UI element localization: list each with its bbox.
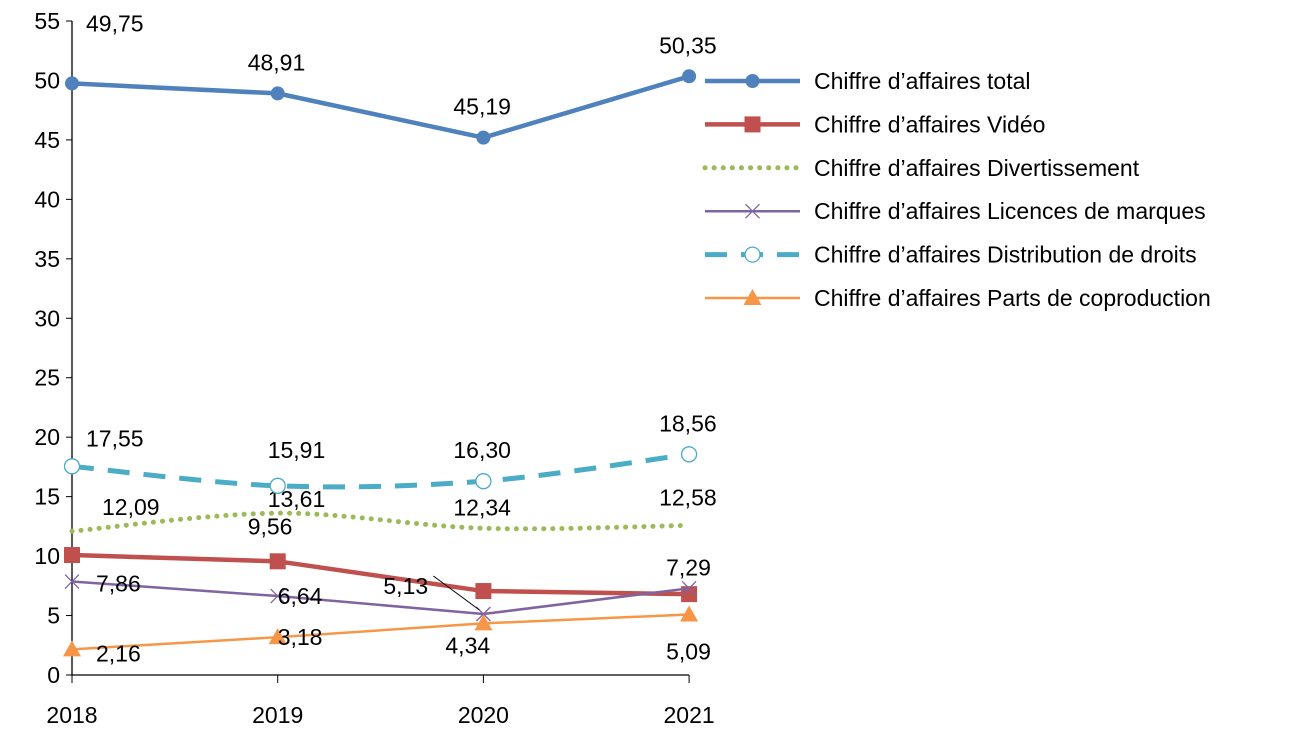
data-label: 49,75 [86,10,144,36]
data-label: 7,29 [666,554,711,580]
data-label: 45,19 [453,94,511,120]
y-tick-label: 0 [47,662,60,688]
data-label: 15,91 [268,437,326,463]
legend-label: Chiffre d’affaires Parts de coproduction [814,285,1211,311]
data-label: 4,34 [445,632,490,658]
x-tick-label: 2019 [252,702,303,728]
series-line [71,74,690,140]
y-tick-label: 40 [34,186,60,212]
data-point [475,473,492,490]
data-point [270,86,285,101]
y-tick-label: 15 [34,484,60,510]
data-label: 5,13 [383,573,428,599]
data-point [63,640,81,657]
data-label: 17,55 [86,425,144,451]
data-label: 12,34 [453,494,511,520]
legend-label: Chiffre d’affaires total [814,68,1031,94]
data-point [681,586,698,603]
y-tick-label: 35 [34,246,60,272]
data-label: 12,58 [659,484,717,510]
data-point [268,628,287,645]
data-point [475,583,492,600]
series-line [71,580,690,616]
series-line [69,510,692,534]
series-line [71,613,690,651]
y-tick-label: 55 [34,8,60,34]
data-label: 50,35 [659,32,717,58]
data-label: 18,56 [659,410,717,436]
data-point [269,553,286,570]
data-point [64,547,80,564]
leader-line [433,575,480,611]
data-label: 5,09 [666,638,711,664]
data-point [474,614,493,631]
y-tick-label: 20 [34,424,60,450]
data-label: 9,56 [248,513,293,539]
y-tick-label: 25 [34,365,60,391]
series-line [71,552,690,597]
data-label: 2,16 [96,640,141,666]
data-point [269,477,286,494]
data-point [476,130,491,145]
data-point [680,446,698,463]
legend-marker [743,289,762,305]
data-label: 48,91 [248,49,306,75]
legend-marker [745,203,760,219]
y-tick-label: 45 [34,127,60,153]
data-label: 16,30 [453,437,511,463]
y-tick-label: 10 [34,543,60,569]
legend-marker [745,74,760,88]
data-point [64,574,80,589]
legend-label: Chiffre d’affaires Licences de marques [814,198,1206,224]
y-tick-label: 50 [34,67,60,93]
data-point [681,580,697,596]
data-point [65,76,79,91]
legend-label: Chiffre d’affaires Distribution de droit… [814,242,1197,268]
x-tick-label: 2020 [458,702,509,728]
x-tick-label: 2021 [664,702,715,728]
data-label: 12,09 [102,494,160,520]
data-point [270,588,286,604]
data-label: 3,18 [278,624,323,650]
legend-label: Chiffre d’affaires Vidéo [814,111,1045,137]
data-point [63,458,81,475]
series-line [71,451,690,490]
y-tick-label: 5 [47,603,60,629]
legend-marker [744,246,761,263]
y-tick-label: 30 [34,305,60,331]
legend-label: Chiffre d’affaires Divertissement [814,155,1140,181]
data-point [682,69,697,84]
x-tick-label: 2018 [46,702,97,728]
legend-marker [744,116,761,133]
data-point [680,605,699,622]
data-label: 7,86 [96,571,141,597]
data-label: 6,64 [278,583,323,609]
